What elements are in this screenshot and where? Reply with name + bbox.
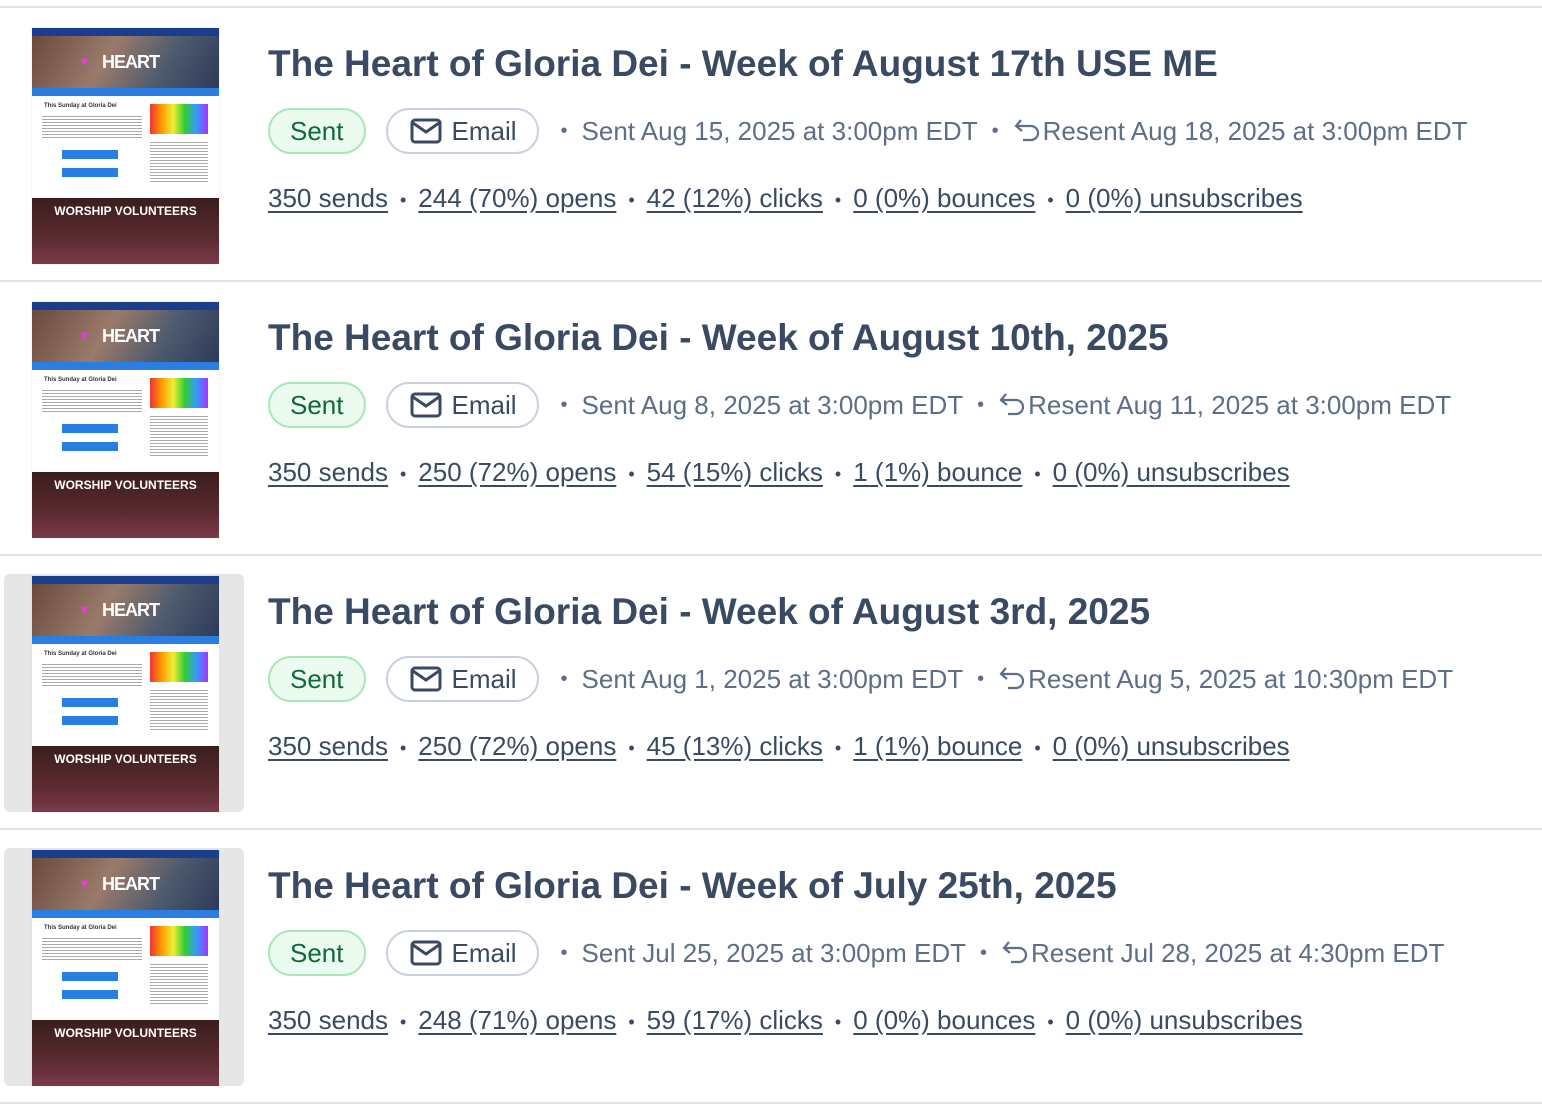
thumbnail-logo: HEART	[102, 874, 160, 894]
undo-arrow-icon	[1014, 119, 1039, 142]
unsubscribes-link[interactable]: 0 (0%) unsubscribes	[1065, 183, 1303, 213]
opens-link[interactable]: 250 (72%) opens	[418, 457, 617, 487]
undo-arrow-icon	[999, 393, 1025, 416]
heart-icon: ♥	[80, 53, 89, 69]
resent-date: Resent Aug 11, 2025 at 3:00pm EDT	[1028, 389, 1452, 420]
opens-link[interactable]: 250 (72%) opens	[418, 731, 617, 761]
opens-link[interactable]: 244 (70%) opens	[418, 183, 617, 213]
resent-info: Resent Aug 11, 2025 at 3:00pm EDT	[998, 390, 1451, 421]
sends-link[interactable]: 350 sends	[268, 183, 388, 213]
heart-icon: ♥	[80, 327, 89, 343]
campaign-title[interactable]: The Heart of Gloria Dei - Week of August…	[268, 43, 1218, 84]
unsubscribes-link[interactable]: 0 (0%) unsubscribes	[1052, 457, 1290, 487]
email-thumbnail[interactable]: ♥ HEART This Sunday at Gloria Dei WORSHIP…	[32, 302, 219, 538]
status-badge: Sent	[268, 930, 366, 976]
sent-date: Sent Aug 15, 2025 at 3:00pm EDT	[581, 115, 978, 146]
type-label: Email	[451, 937, 517, 968]
resent-info: Resent Jul 28, 2025 at 4:30pm EDT	[1001, 938, 1444, 969]
envelope-icon	[410, 666, 441, 692]
clicks-link[interactable]: 59 (17%) clicks	[646, 1005, 823, 1035]
envelope-icon	[410, 392, 441, 418]
bounces-link[interactable]: 1 (1%) bounce	[853, 731, 1023, 761]
campaign-row[interactable]: ♥ HEART This Sunday at Gloria Dei WORSHIP…	[0, 8, 1542, 282]
sends-link[interactable]: 350 sends	[268, 1005, 388, 1035]
campaign-row[interactable]: ♥ HEART This Sunday at Gloria Dei WORSHIP…	[0, 282, 1542, 556]
clicks-link[interactable]: 54 (15%) clicks	[646, 457, 823, 487]
type-badge: Email	[385, 930, 539, 976]
type-label: Email	[451, 389, 517, 420]
sent-date: Sent Aug 1, 2025 at 3:00pm EDT	[581, 663, 964, 694]
resent-date: Resent Jul 28, 2025 at 4:30pm EDT	[1031, 937, 1445, 968]
thumbnail-frame: ♥ HEART This Sunday at Gloria Dei WORSHIP…	[4, 26, 244, 264]
unsubscribes-link[interactable]: 0 (0%) unsubscribes	[1065, 1005, 1303, 1035]
campaign-row[interactable]: ♥ HEART This Sunday at Gloria Dei WORSHIP…	[0, 556, 1542, 830]
resent-date: Resent Aug 5, 2025 at 10:30pm EDT	[1028, 663, 1454, 694]
clicks-link[interactable]: 42 (12%) clicks	[646, 183, 823, 213]
thumbnail-banner: WORSHIP VOLUNTEERS	[32, 1020, 219, 1086]
thumbnail-heading: This Sunday at Gloria Dei	[44, 925, 117, 931]
thumbnail-logo: HEART	[102, 52, 160, 72]
type-badge: Email	[385, 382, 539, 428]
thumbnail-banner: WORSHIP VOLUNTEERS	[32, 746, 219, 812]
clicks-link[interactable]: 45 (13%) clicks	[646, 731, 823, 761]
email-thumbnail[interactable]: ♥ HEART This Sunday at Gloria Dei WORSHIP…	[32, 28, 219, 264]
bounces-link[interactable]: 1 (1%) bounce	[853, 457, 1023, 487]
thumbnail-banner: WORSHIP VOLUNTEERS	[32, 472, 219, 538]
envelope-icon	[410, 118, 441, 144]
type-label: Email	[451, 115, 517, 146]
campaign-title[interactable]: The Heart of Gloria Dei - Week of July 2…	[268, 865, 1117, 906]
thumbnail-frame: ♥ HEART This Sunday at Gloria Dei WORSHIP…	[4, 574, 244, 812]
campaign-title[interactable]: The Heart of Gloria Dei - Week of August…	[268, 591, 1151, 632]
thumbnail-logo: HEART	[102, 600, 160, 620]
heart-icon: ♥	[80, 601, 89, 617]
undo-arrow-icon	[1002, 941, 1028, 964]
thumbnail-frame: ♥ HEART This Sunday at Gloria Dei WORSHIP…	[4, 300, 244, 538]
resent-info: Resent Aug 5, 2025 at 10:30pm EDT	[998, 664, 1453, 695]
unsubscribes-link[interactable]: 0 (0%) unsubscribes	[1052, 731, 1290, 761]
resent-date: Resent Aug 18, 2025 at 3:00pm EDT	[1042, 115, 1468, 146]
email-thumbnail[interactable]: ♥ HEART This Sunday at Gloria Dei WORSHIP…	[32, 850, 219, 1086]
thumbnail-heading: This Sunday at Gloria Dei	[44, 377, 117, 383]
type-badge: Email	[385, 656, 539, 702]
email-thumbnail[interactable]: ♥ HEART This Sunday at Gloria Dei WORSHIP…	[32, 576, 219, 812]
type-badge: Email	[385, 108, 539, 154]
envelope-icon	[410, 940, 441, 966]
campaign-title[interactable]: The Heart of Gloria Dei - Week of August…	[268, 317, 1169, 358]
sends-link[interactable]: 350 sends	[268, 731, 388, 761]
type-label: Email	[451, 663, 517, 694]
thumbnail-frame: ♥ HEART This Sunday at Gloria Dei WORSHIP…	[4, 848, 244, 1086]
thumbnail-banner: WORSHIP VOLUNTEERS	[32, 198, 219, 264]
status-badge: Sent	[268, 108, 366, 154]
resent-info: Resent Aug 18, 2025 at 3:00pm EDT	[1013, 116, 1468, 147]
thumbnail-heading: This Sunday at Gloria Dei	[44, 651, 117, 657]
sent-date: Sent Aug 8, 2025 at 3:00pm EDT	[581, 389, 964, 420]
sends-link[interactable]: 350 sends	[268, 457, 388, 487]
campaign-list: ♥ HEART This Sunday at Gloria Dei WORSHIP…	[0, 6, 1542, 1104]
opens-link[interactable]: 248 (71%) opens	[418, 1005, 617, 1035]
status-badge: Sent	[268, 656, 366, 702]
sent-date: Sent Jul 25, 2025 at 3:00pm EDT	[581, 937, 966, 968]
bounces-link[interactable]: 0 (0%) bounces	[853, 1005, 1036, 1035]
thumbnail-heading: This Sunday at Gloria Dei	[44, 103, 117, 109]
status-badge: Sent	[268, 382, 366, 428]
heart-icon: ♥	[80, 875, 89, 891]
undo-arrow-icon	[999, 667, 1025, 690]
bounces-link[interactable]: 0 (0%) bounces	[853, 183, 1036, 213]
campaign-row[interactable]: ♥ HEART This Sunday at Gloria Dei WORSHIP…	[0, 830, 1542, 1104]
thumbnail-logo: HEART	[102, 326, 160, 346]
